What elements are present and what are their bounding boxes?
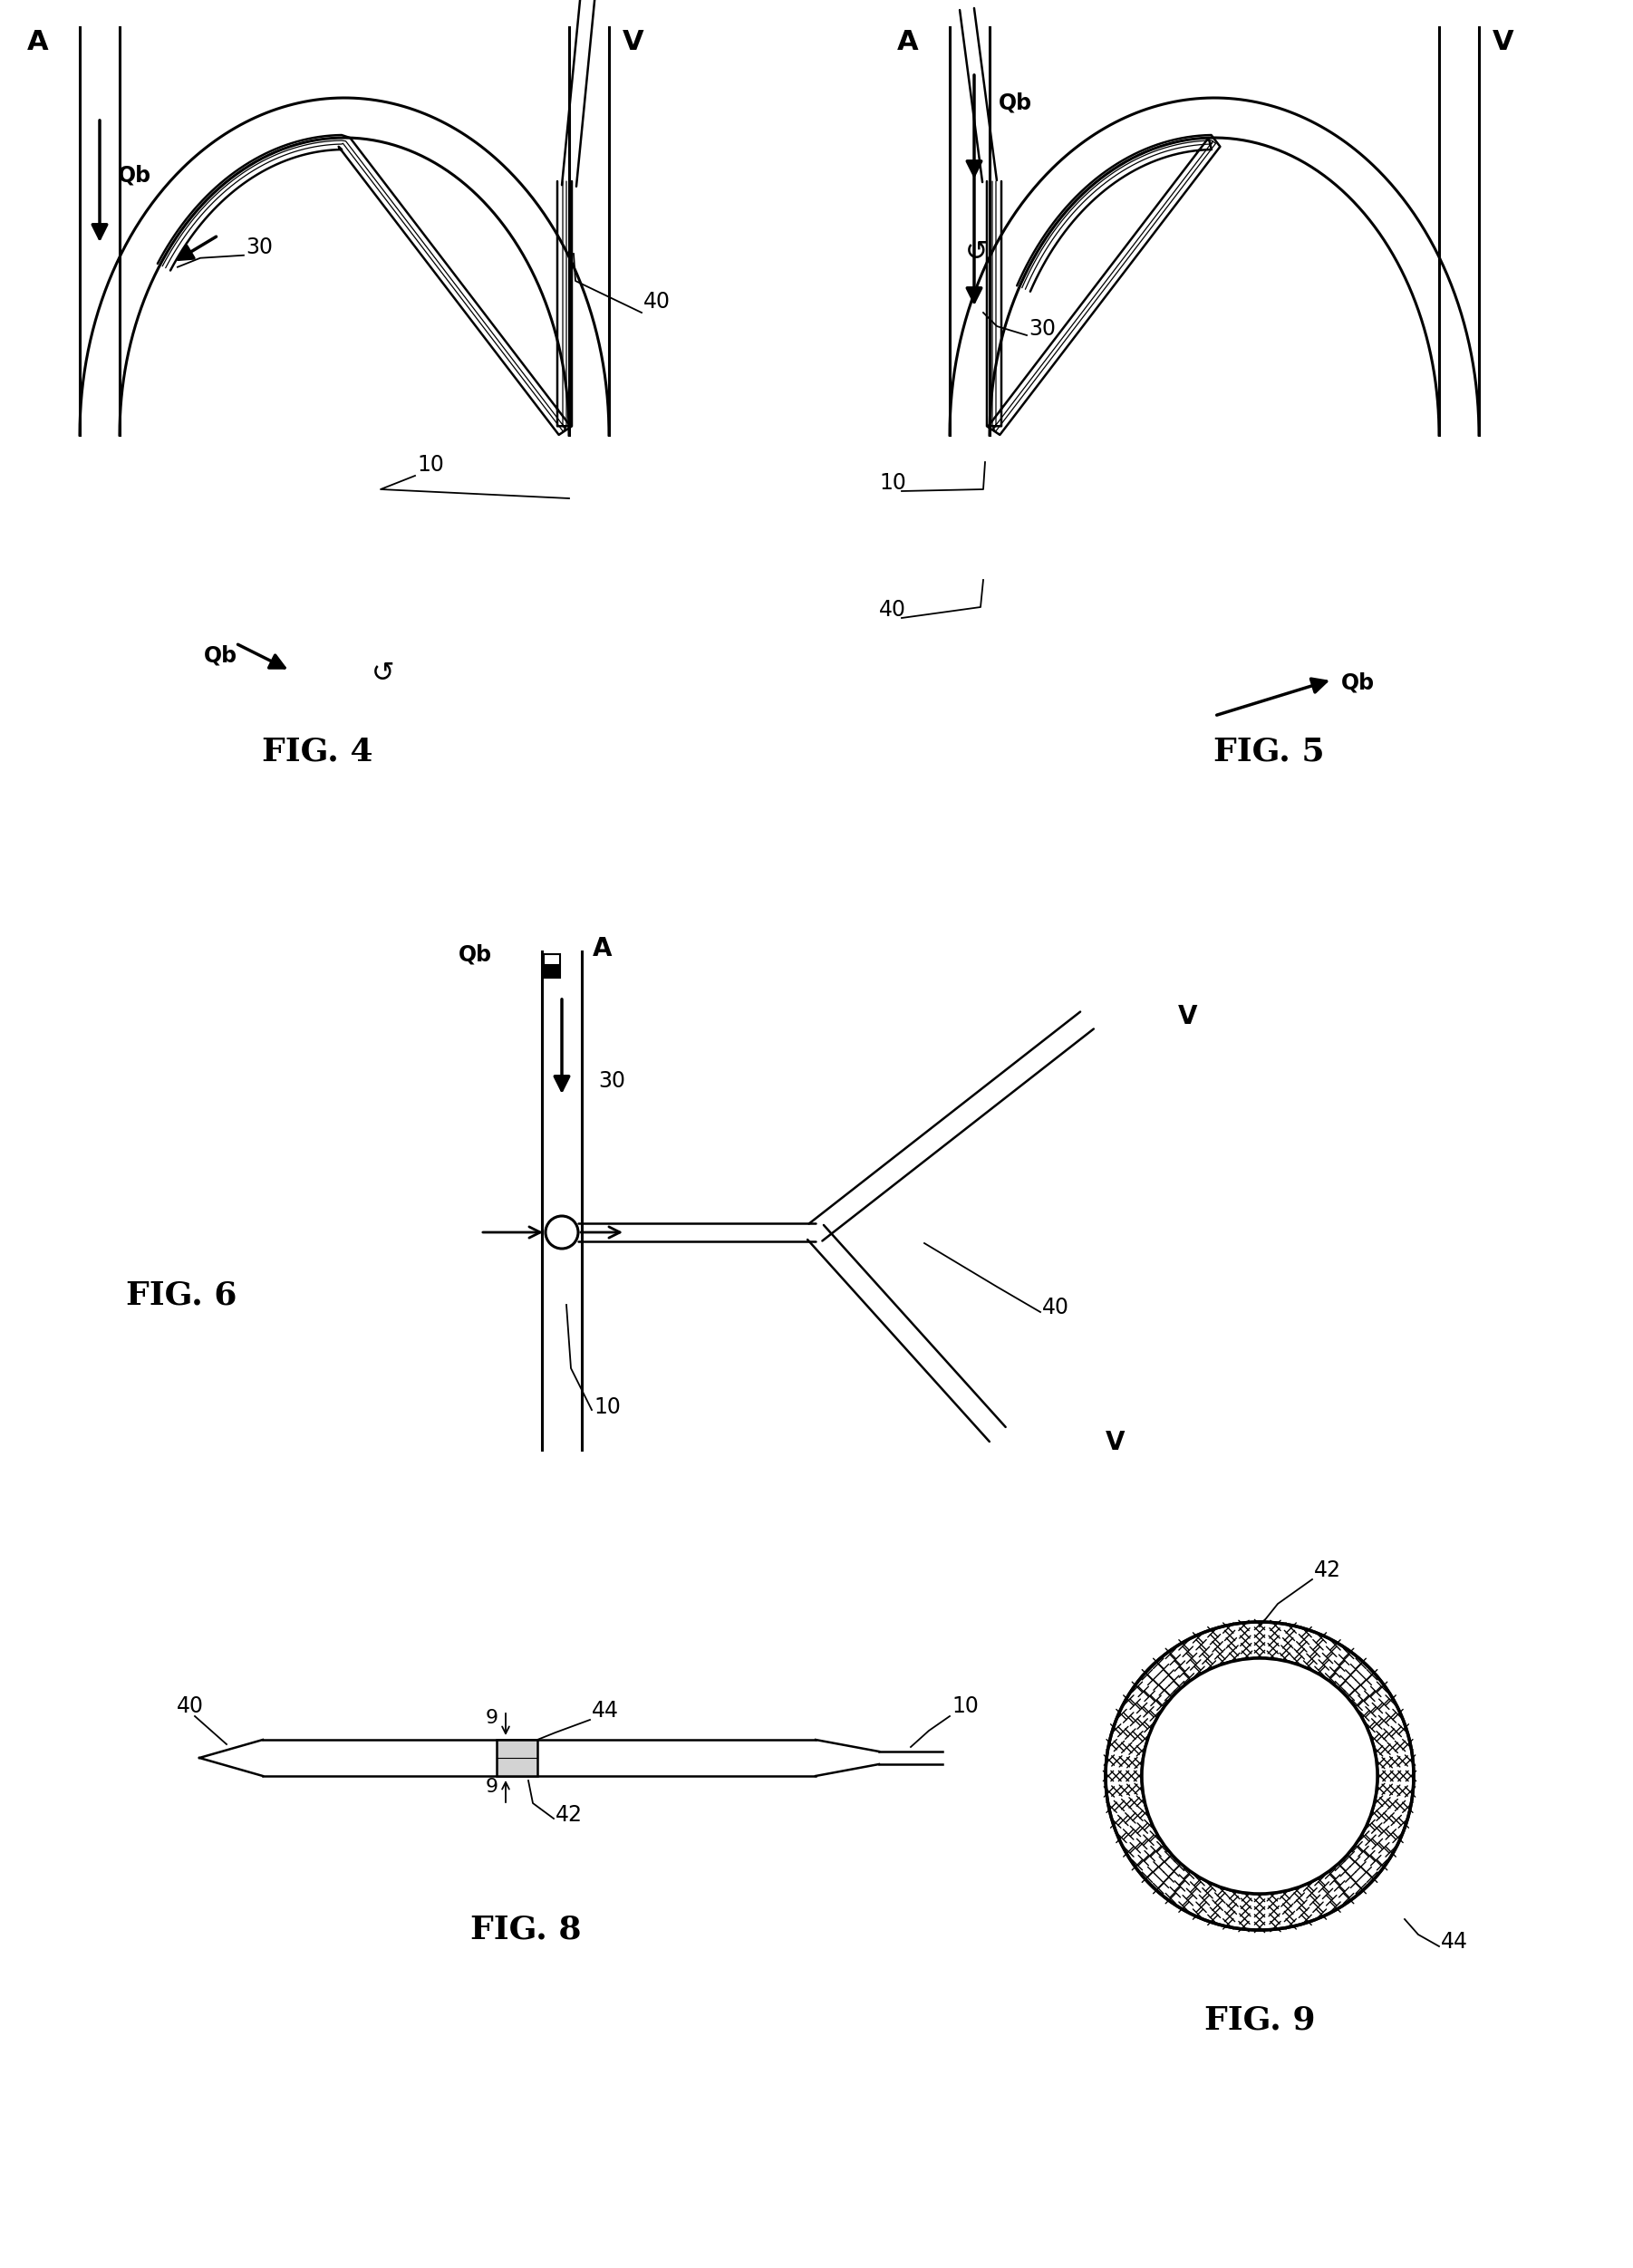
- Bar: [544, 955, 560, 964]
- Text: Qb: Qb: [459, 943, 492, 964]
- Circle shape: [545, 1216, 578, 1250]
- Circle shape: [1141, 1658, 1378, 1894]
- Text: 10: 10: [879, 472, 906, 494]
- Text: A: A: [26, 29, 47, 54]
- Text: Qb: Qb: [999, 91, 1032, 113]
- Text: FIG. 6: FIG. 6: [126, 1281, 237, 1311]
- Text: V: V: [622, 29, 643, 54]
- Text: 42: 42: [1315, 1560, 1341, 1581]
- Text: 44: 44: [1440, 1930, 1468, 1953]
- Text: 42: 42: [555, 1803, 583, 1826]
- Circle shape: [1141, 1658, 1378, 1894]
- Text: FIG. 9: FIG. 9: [1204, 2005, 1315, 2037]
- Text: A: A: [897, 29, 918, 54]
- Text: 40: 40: [1042, 1297, 1070, 1318]
- Text: FIG. 4: FIG. 4: [261, 737, 372, 767]
- Text: A: A: [593, 937, 612, 962]
- Text: 9: 9: [485, 1708, 498, 1726]
- Text: FIG. 5: FIG. 5: [1213, 737, 1324, 767]
- Text: V: V: [1106, 1429, 1125, 1456]
- Text: Qb: Qb: [204, 644, 237, 667]
- Text: V: V: [1493, 29, 1514, 54]
- Text: Qb: Qb: [1341, 671, 1375, 694]
- Bar: [544, 966, 560, 978]
- Text: V: V: [1177, 1005, 1197, 1030]
- Text: Qb: Qb: [118, 163, 152, 186]
- Text: 30: 30: [598, 1070, 625, 1091]
- Text: 44: 44: [591, 1701, 619, 1721]
- Text: $\circlearrowleft$: $\circlearrowleft$: [960, 238, 988, 263]
- Text: 10: 10: [416, 454, 444, 476]
- Text: $\circlearrowleft$: $\circlearrowleft$: [366, 658, 395, 685]
- Text: 10: 10: [952, 1696, 978, 1717]
- Text: 40: 40: [643, 290, 671, 313]
- Text: 30: 30: [1029, 318, 1057, 340]
- Text: 10: 10: [593, 1397, 621, 1418]
- Text: FIG. 8: FIG. 8: [470, 1914, 581, 1946]
- Text: 40: 40: [879, 599, 906, 621]
- Bar: [496, 1740, 537, 1776]
- Text: 40: 40: [176, 1696, 204, 1717]
- Text: 9: 9: [485, 1778, 498, 1796]
- Text: 30: 30: [245, 236, 273, 259]
